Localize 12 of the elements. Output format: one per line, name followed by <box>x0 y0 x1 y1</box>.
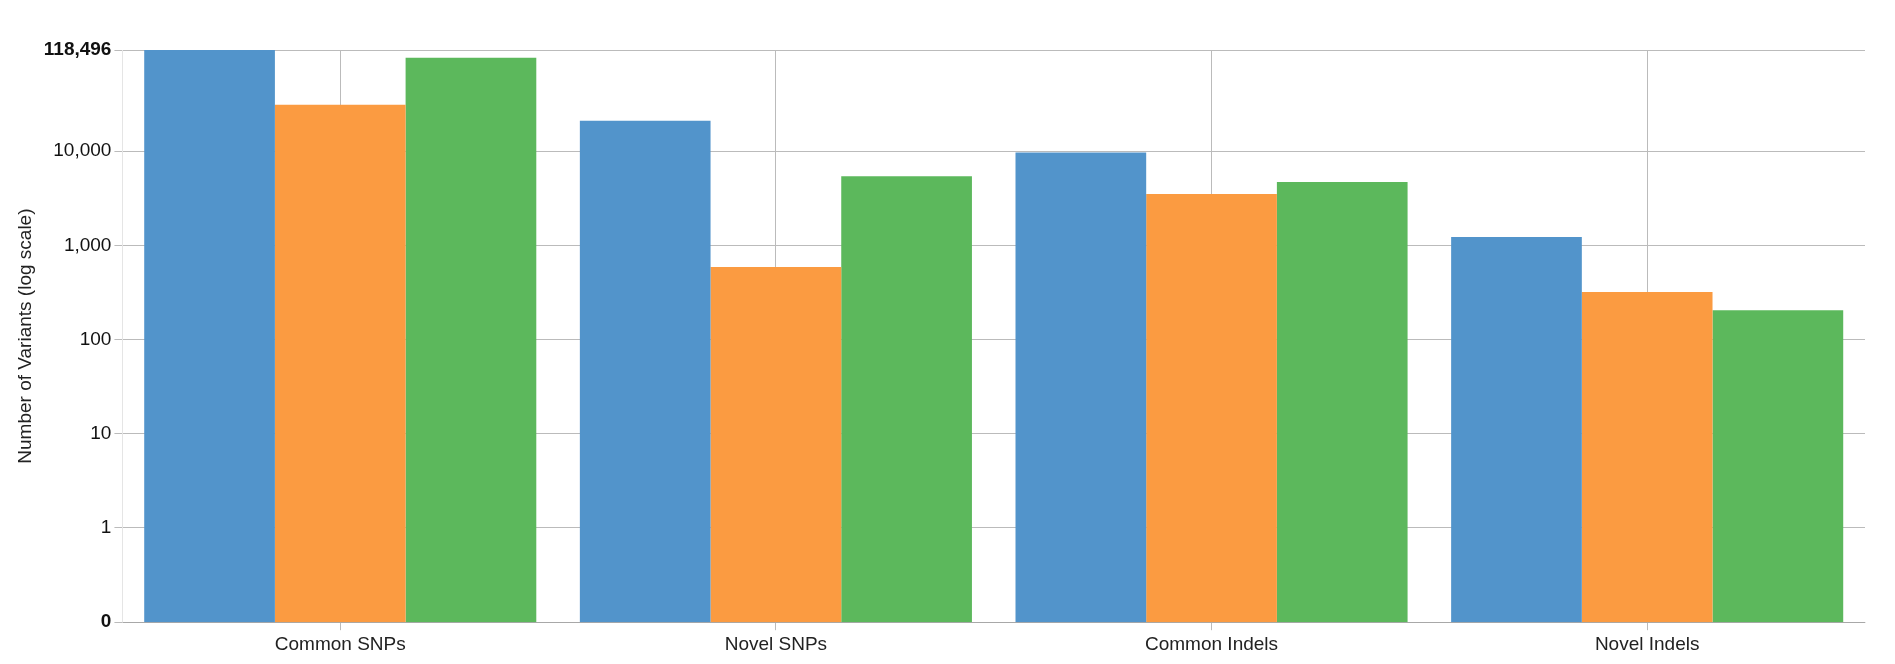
y-tick-label: 10 <box>90 422 112 444</box>
x-tick-label: Common SNPs <box>274 632 406 654</box>
x-tick-label: Novel Indels <box>1594 632 1700 654</box>
y-tick-label: 1 <box>100 516 112 538</box>
y-tick-label: 10,000 <box>53 139 112 161</box>
y-tick-label: 118,496 <box>43 38 112 60</box>
y-axis-title: Number of Variants (log scale) <box>13 208 35 464</box>
y-tick-label: 100 <box>79 327 112 349</box>
y-tick-label: 1,000 <box>63 233 112 255</box>
x-tick-label: Common Indels <box>1145 632 1279 654</box>
y-tick-label: 0 <box>100 610 112 632</box>
x-tick-label: Novel SNPs <box>724 632 828 654</box>
